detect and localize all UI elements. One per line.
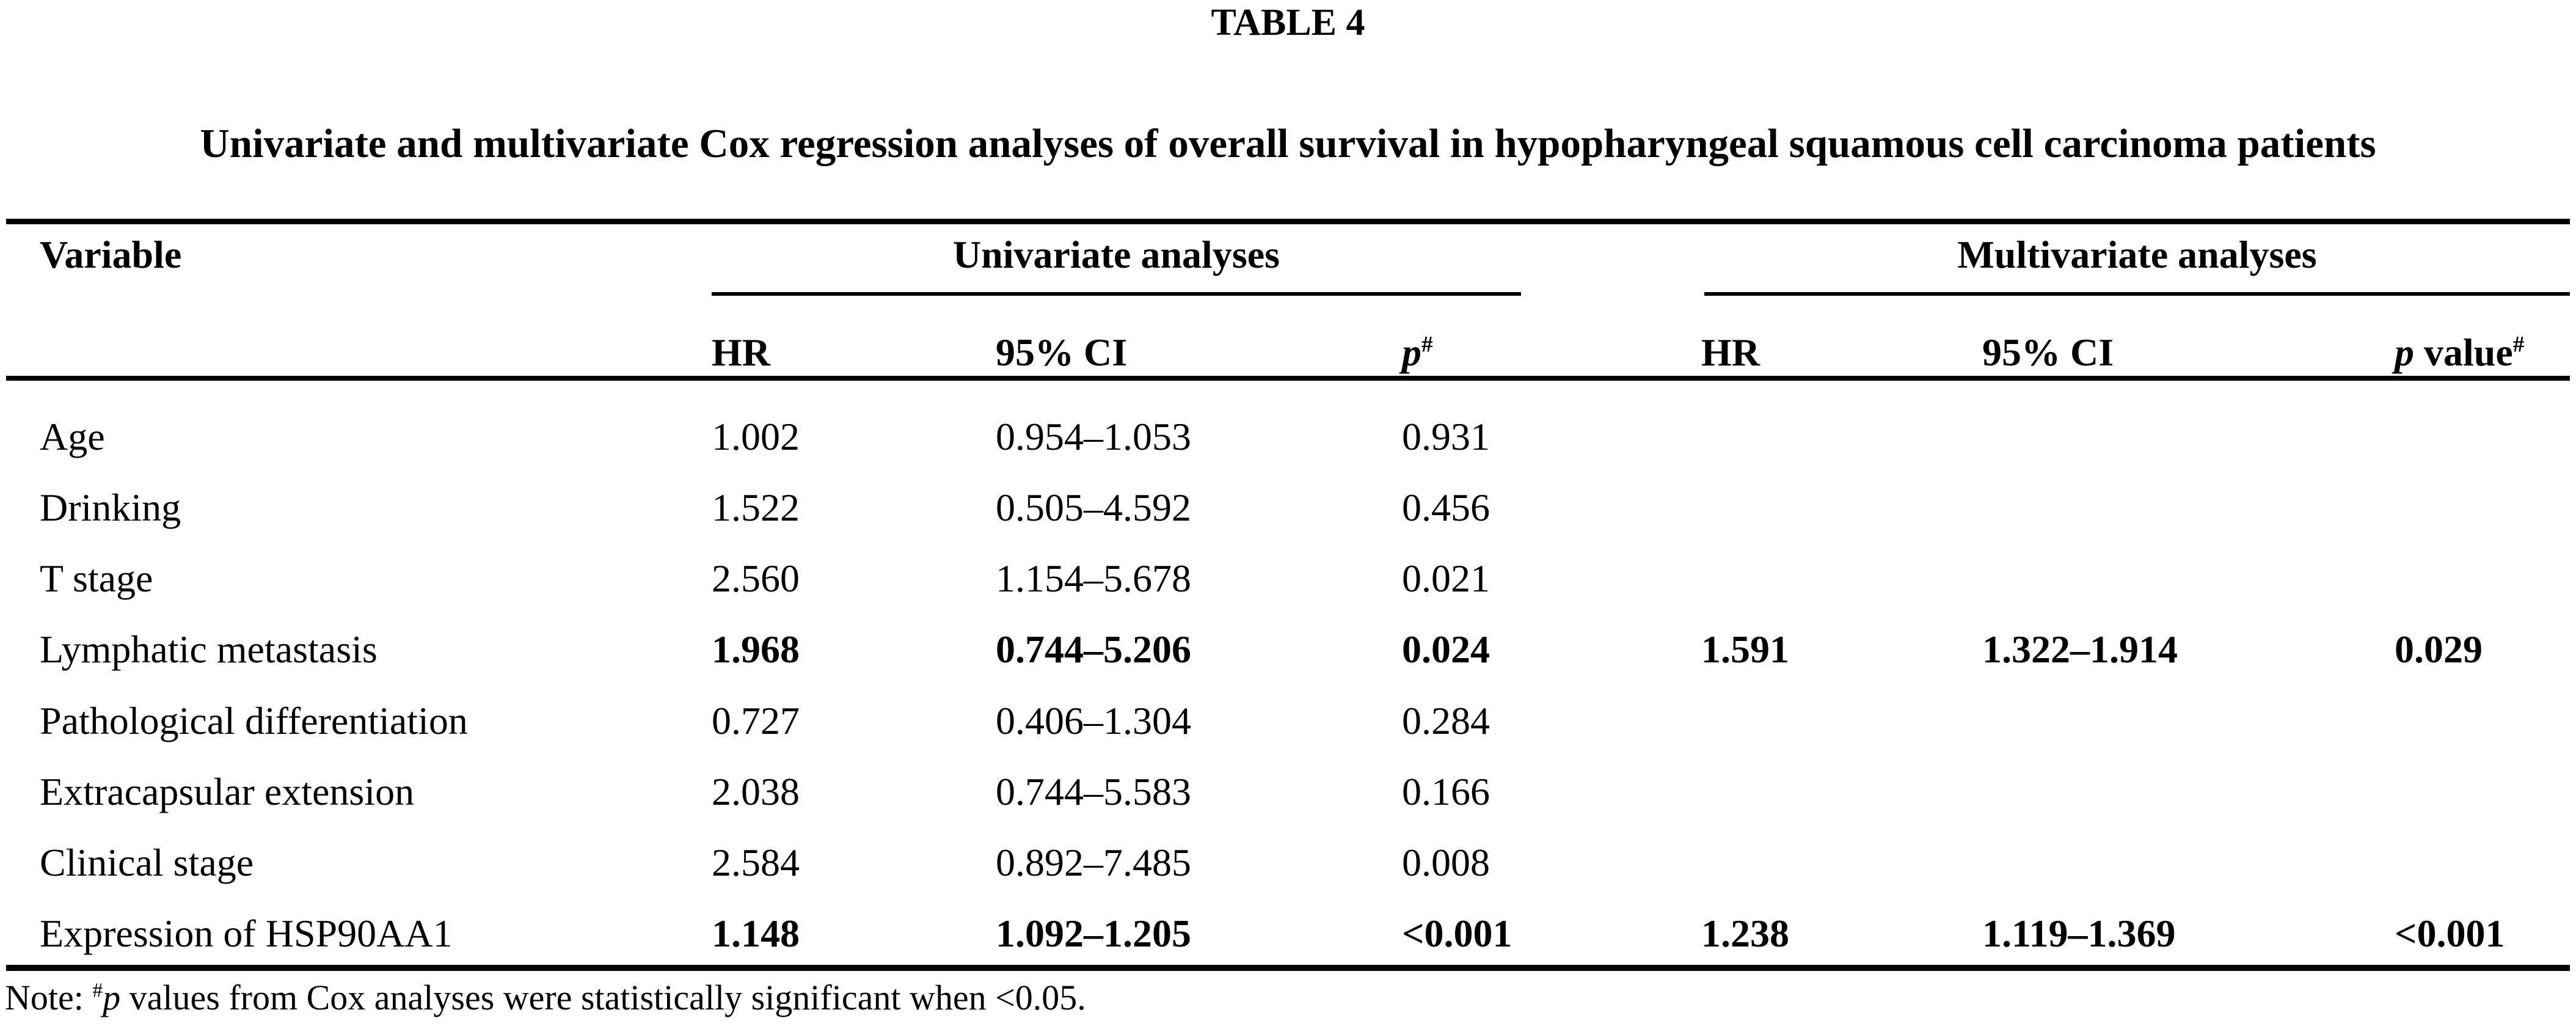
table-label: TABLE 4 bbox=[1211, 2, 1365, 43]
column-header-uni-p: p# bbox=[1402, 333, 1433, 372]
cell-uni-ci: 1.154–5.678 bbox=[996, 557, 1191, 600]
group-header-univariate: Univariate analyses bbox=[952, 233, 1280, 276]
cell-multi-hr: 1.238 bbox=[1701, 912, 1789, 955]
cell-uni-p: 0.024 bbox=[1402, 628, 1490, 671]
note-text: values from Cox analyses were statistica… bbox=[120, 978, 1086, 1017]
table-rule-bottom bbox=[6, 965, 2570, 971]
p-symbol: p bbox=[2395, 331, 2414, 374]
cell-variable: Drinking bbox=[40, 486, 181, 529]
cell-uni-p: 0.008 bbox=[1402, 841, 1490, 884]
cell-multi-hr: 1.591 bbox=[1701, 628, 1789, 671]
cell-variable: T stage bbox=[40, 557, 153, 600]
hash-superscript: # bbox=[1421, 332, 1433, 357]
cell-uni-p: <0.001 bbox=[1402, 912, 1512, 955]
column-header-multi-hr: HR bbox=[1701, 331, 1760, 374]
hash-superscript: # bbox=[2512, 332, 2525, 357]
cell-uni-p: 0.284 bbox=[1402, 699, 1490, 742]
cell-uni-p: 0.166 bbox=[1402, 770, 1490, 813]
cell-variable: Age bbox=[40, 415, 105, 458]
cell-multi-ci: 1.322–1.914 bbox=[1982, 628, 2178, 671]
table-caption: Univariate and multivariate Cox regressi… bbox=[200, 121, 2376, 166]
table-rule-header-bottom bbox=[6, 376, 2570, 381]
cell-uni-hr: 1.002 bbox=[712, 415, 800, 458]
column-header-multi-ci: 95% CI bbox=[1982, 331, 2114, 374]
cell-variable: Pathological differentiation bbox=[40, 699, 468, 742]
value-label: value bbox=[2414, 331, 2513, 374]
group-header-multivariate: Multivariate analyses bbox=[1957, 233, 2317, 276]
table-note: Note: #p values from Cox analyses were s… bbox=[5, 978, 1086, 1017]
table-rule-top bbox=[6, 219, 2570, 224]
cell-multi-p: 0.029 bbox=[2395, 628, 2483, 671]
cell-uni-p: 0.021 bbox=[1402, 557, 1490, 600]
cell-uni-hr: 2.038 bbox=[712, 770, 800, 813]
cell-uni-ci: 0.505–4.592 bbox=[996, 486, 1191, 529]
cell-uni-ci: 1.092–1.205 bbox=[996, 912, 1191, 955]
univariate-group-underline bbox=[712, 292, 1521, 296]
note-prefix: Note: bbox=[5, 978, 93, 1017]
column-header-uni-ci: 95% CI bbox=[996, 331, 1128, 374]
cell-uni-hr: 1.148 bbox=[712, 912, 800, 955]
cell-uni-ci: 0.892–7.485 bbox=[996, 841, 1191, 884]
cell-multi-p: <0.001 bbox=[2395, 912, 2505, 955]
cell-uni-ci: 0.744–5.583 bbox=[996, 770, 1191, 813]
cell-uni-hr: 1.522 bbox=[712, 486, 800, 529]
cell-uni-hr: 2.584 bbox=[712, 841, 800, 884]
p-symbol: p bbox=[103, 978, 121, 1017]
cell-uni-hr: 1.968 bbox=[712, 628, 800, 671]
cell-uni-hr: 0.727 bbox=[712, 699, 800, 742]
column-header-variable: Variable bbox=[40, 233, 182, 276]
cell-multi-ci: 1.119–1.369 bbox=[1982, 912, 2176, 955]
cell-variable: Clinical stage bbox=[40, 841, 254, 884]
cell-variable: Expression of HSP90AA1 bbox=[40, 912, 453, 955]
multivariate-group-underline bbox=[1704, 292, 2570, 296]
cell-uni-p: 0.931 bbox=[1402, 415, 1490, 458]
column-header-multi-p: p value# bbox=[2395, 333, 2524, 372]
cell-uni-ci: 0.954–1.053 bbox=[996, 415, 1191, 458]
cell-variable: Lymphatic metastasis bbox=[40, 628, 378, 671]
p-symbol: p bbox=[1402, 331, 1421, 374]
cell-variable: Extracapsular extension bbox=[40, 770, 415, 813]
cell-uni-ci: 0.744–5.206 bbox=[996, 628, 1191, 671]
hash-superscript: # bbox=[92, 979, 103, 1002]
cell-uni-ci: 0.406–1.304 bbox=[996, 699, 1191, 742]
cell-uni-hr: 2.560 bbox=[712, 557, 800, 600]
column-header-uni-hr: HR bbox=[712, 331, 770, 374]
cell-uni-p: 0.456 bbox=[1402, 486, 1490, 529]
